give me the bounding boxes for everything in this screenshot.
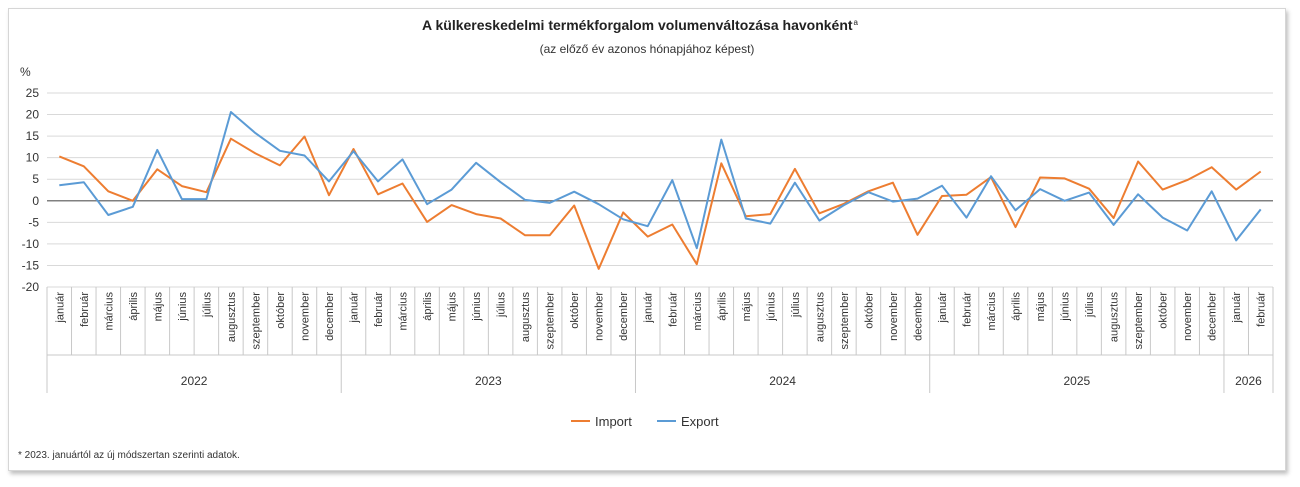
legend: Import Export bbox=[571, 414, 719, 429]
x-tick-label: április bbox=[128, 292, 140, 321]
x-tick-label: november bbox=[888, 292, 900, 341]
x-tick-label: március bbox=[103, 292, 115, 331]
chart-card bbox=[8, 8, 1286, 471]
x-tick-label: február bbox=[962, 292, 974, 327]
chart-title-footnote-mark: a bbox=[854, 18, 859, 27]
x-tick-label: december bbox=[618, 292, 630, 341]
x-tick-label: szeptember bbox=[250, 292, 262, 350]
year-label: 2023 bbox=[475, 374, 502, 388]
x-tick-label: augusztus bbox=[814, 292, 826, 343]
x-tick-label: február bbox=[79, 292, 91, 327]
x-tick-label: november bbox=[594, 292, 606, 341]
x-tick-label: november bbox=[299, 292, 311, 341]
legend-export-label: Export bbox=[681, 414, 719, 429]
year-label: 2022 bbox=[181, 374, 208, 388]
x-tick-label: augusztus bbox=[226, 292, 238, 343]
x-tick-label: szeptember bbox=[839, 292, 851, 350]
x-tick-label: december bbox=[1207, 292, 1219, 341]
x-tick-label: december bbox=[912, 292, 924, 341]
x-tick-label: január bbox=[937, 292, 949, 324]
x-tick-label: március bbox=[398, 292, 410, 331]
footnote: * 2023. januártól az új módszertan szeri… bbox=[18, 450, 240, 461]
x-axis: január február március április május június jú… bbox=[46, 287, 1274, 393]
year-label: 2026 bbox=[1235, 374, 1262, 388]
series-lines bbox=[58, 111, 1262, 270]
x-tick-label: szeptember bbox=[545, 292, 557, 350]
legend-import-label: Import bbox=[595, 414, 632, 429]
x-tick-label: május bbox=[741, 292, 753, 322]
y-tick-label: -5 bbox=[28, 215, 39, 229]
y-tick-label: 25 bbox=[26, 86, 40, 100]
x-tick-label: április bbox=[1011, 292, 1023, 321]
x-tick-label: július bbox=[790, 292, 802, 319]
x-tick-label: szeptember bbox=[1133, 292, 1145, 350]
x-tick-label: április bbox=[716, 292, 728, 321]
x-tick-label: október bbox=[569, 292, 581, 329]
y-tick-label: -15 bbox=[22, 258, 40, 272]
x-tick-label: július bbox=[1084, 292, 1096, 319]
x-tick-label: május bbox=[152, 292, 164, 322]
x-tick-label: augusztus bbox=[520, 292, 532, 343]
y-tick-label: 5 bbox=[32, 172, 39, 186]
x-tick-label: június bbox=[177, 292, 189, 322]
series-line-export bbox=[59, 111, 1262, 250]
x-tick-label: február bbox=[1256, 292, 1268, 327]
x-tick-label: október bbox=[275, 292, 287, 329]
x-tick-label: április bbox=[422, 292, 434, 321]
x-tick-label: január bbox=[349, 292, 361, 324]
x-tick-label: november bbox=[1182, 292, 1194, 341]
series-line-import bbox=[58, 135, 1262, 270]
x-tick-label: május bbox=[447, 292, 459, 322]
x-tick-label: március bbox=[692, 292, 704, 331]
x-tick-label: február bbox=[667, 292, 679, 327]
y-tick-label: 15 bbox=[26, 129, 40, 143]
y-axis-unit-label: % bbox=[20, 65, 31, 79]
y-tick-label: 10 bbox=[26, 151, 40, 165]
y-tick-label: -20 bbox=[22, 280, 40, 294]
x-tick-label: január bbox=[643, 292, 655, 324]
y-tick-label: 0 bbox=[32, 194, 39, 208]
chart-subtitle: (az előző év azonos hónapjához képest) bbox=[540, 42, 755, 56]
x-tick-label: december bbox=[324, 292, 336, 341]
x-tick-label: január bbox=[1231, 292, 1243, 324]
year-label: 2024 bbox=[769, 374, 796, 388]
x-tick-label: május bbox=[1035, 292, 1047, 322]
x-tick-label: július bbox=[496, 292, 508, 319]
y-axis-ticks: 25 20 15 10 5 0 -5 -10 -15 -20 bbox=[22, 86, 40, 294]
x-tick-label: augusztus bbox=[1109, 292, 1121, 343]
x-tick-label: július bbox=[201, 292, 213, 319]
x-tick-label: június bbox=[1060, 292, 1072, 322]
x-tick-label: június bbox=[765, 292, 777, 322]
x-tick-label: február bbox=[373, 292, 385, 327]
x-tick-label: június bbox=[471, 292, 483, 322]
y-tick-label: 20 bbox=[26, 108, 40, 122]
x-tick-label: október bbox=[863, 292, 875, 329]
year-label: 2025 bbox=[1063, 374, 1090, 388]
chart-title: A külkereskedelmi termékforgalom volumen… bbox=[422, 17, 859, 33]
y-tick-label: -10 bbox=[22, 237, 40, 251]
x-tick-label: január bbox=[54, 292, 66, 324]
x-tick-label: március bbox=[986, 292, 998, 331]
x-tick-label: október bbox=[1158, 292, 1170, 329]
